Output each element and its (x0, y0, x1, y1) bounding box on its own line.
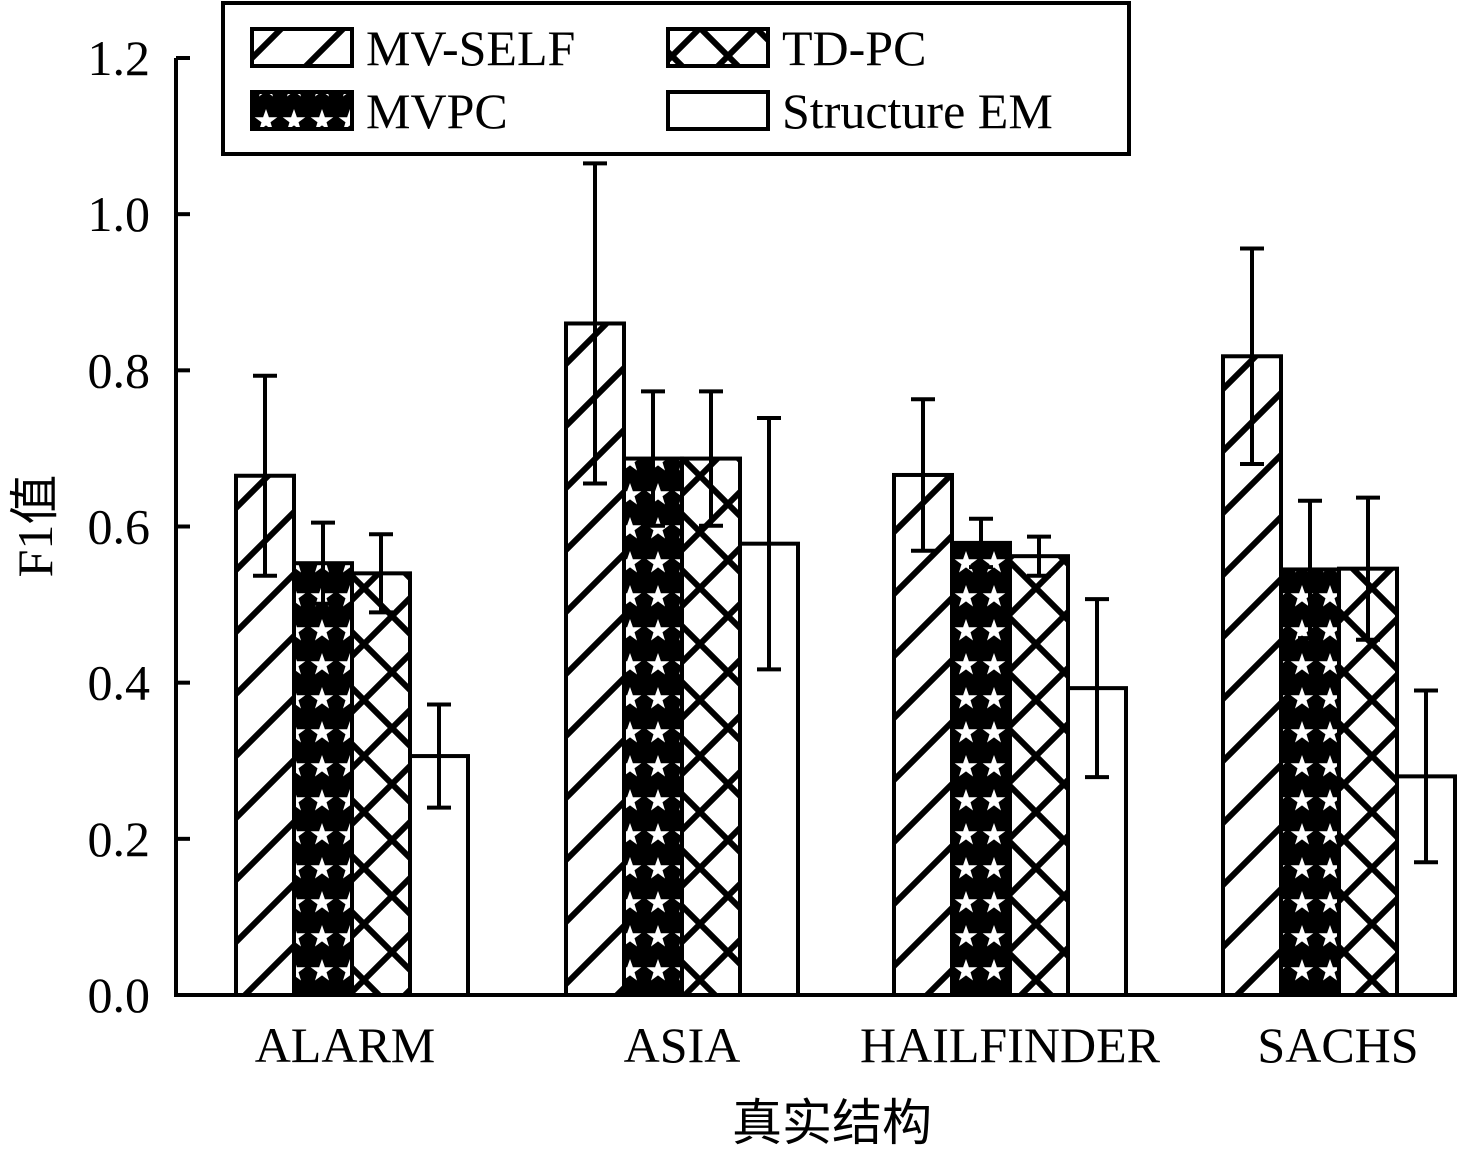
bar-group-alarm (234, 373, 470, 997)
x-tick-label: ASIA (624, 1017, 741, 1073)
legend-swatch (250, 90, 354, 131)
legend-label: TD-PC (782, 20, 926, 76)
legend-item: Structure EM (666, 83, 1053, 139)
bar-group-asia (564, 161, 800, 997)
x-tick-label: ALARM (255, 1017, 436, 1073)
y-tick-label: 1.0 (88, 186, 151, 242)
error-bar (369, 532, 393, 615)
error-bar (911, 397, 935, 553)
x-axis-title: 真实结构 (732, 1095, 932, 1151)
error-bar (1027, 534, 1051, 578)
bar-mv-self-hailfinder (892, 472, 954, 997)
legend-swatch (250, 27, 354, 68)
error-bar (757, 415, 781, 672)
y-tick-label: 0.4 (88, 655, 151, 711)
error-bar (1414, 688, 1438, 865)
error-bar (969, 516, 993, 570)
bar-mvpc-asia (622, 456, 684, 997)
error-bar (641, 389, 665, 528)
bar-group-sachs (1221, 246, 1457, 998)
bar-td-pc-asia (680, 456, 742, 997)
x-tick-label: SACHS (1257, 1017, 1418, 1073)
bar-mvpc-hailfinder (950, 540, 1012, 998)
bar-td-pc-alarm (350, 571, 412, 997)
bar-mvpc-alarm (292, 561, 354, 997)
legend-item: TD-PC (666, 20, 926, 76)
legend-label: MVPC (366, 83, 508, 139)
legend-label: MV-SELF (366, 20, 575, 76)
x-axis-categories: ALARM ASIA HAILFINDER SACHS (255, 1017, 1419, 1073)
error-bar (253, 373, 277, 578)
plot-area (234, 161, 1457, 998)
bar-group-hailfinder (892, 397, 1128, 998)
error-bar (1356, 495, 1380, 642)
error-bar (1085, 597, 1109, 780)
y-tick-label: 0.2 (88, 811, 151, 867)
legend-swatch (666, 90, 770, 131)
error-bar (1240, 246, 1264, 467)
error-bar (699, 389, 723, 528)
legend: MV-SELF MVPC TD-PC Structure EM (221, 1, 1131, 156)
legend-item: MV-SELF (250, 20, 575, 76)
y-tick-label: 0.6 (88, 499, 151, 555)
x-tick-label: HAILFINDER (860, 1017, 1161, 1073)
error-bar (427, 702, 451, 810)
legend-label: Structure EM (782, 83, 1053, 139)
error-bar (583, 161, 607, 486)
error-bar (311, 520, 335, 606)
y-tick-label: 0.0 (88, 967, 151, 1023)
bar-td-pc-hailfinder (1008, 554, 1070, 998)
legend-swatch (666, 27, 770, 68)
error-bar (1298, 498, 1322, 641)
y-axis-ticks: 0.0 0.2 0.4 0.6 0.8 1.0 1.2 (88, 30, 190, 1023)
y-tick-label: 0.8 (88, 342, 151, 398)
legend-item: MVPC (250, 83, 508, 139)
y-axis-title: F1值 (7, 475, 63, 578)
y-tick-label: 1.2 (88, 30, 151, 86)
